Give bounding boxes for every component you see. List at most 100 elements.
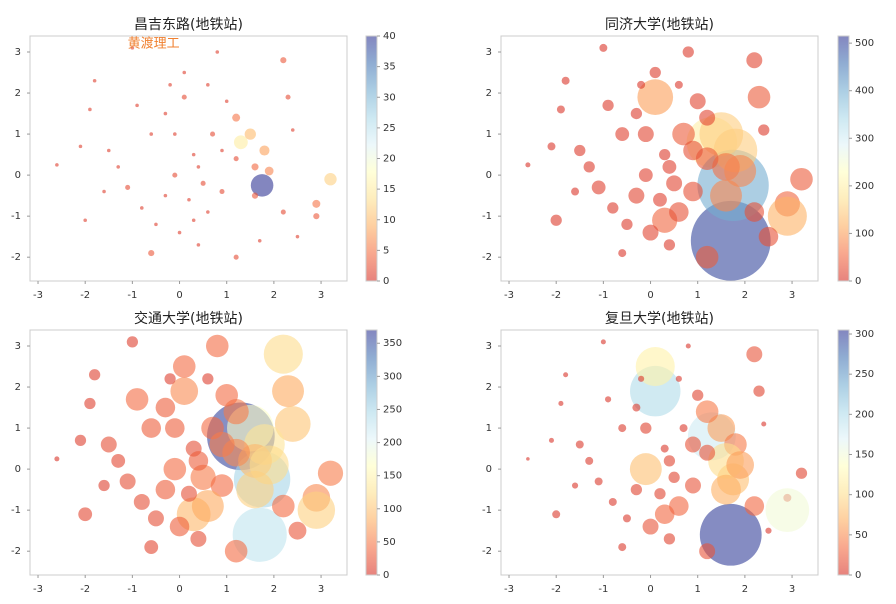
colorbar-tick-label: 0 xyxy=(383,276,389,287)
bubble xyxy=(154,222,158,227)
y-tick-label: -1 xyxy=(11,505,21,516)
x-tick-label: 0 xyxy=(176,584,182,595)
subplot-title: 复旦大学(地铁站) xyxy=(605,310,714,327)
bubble xyxy=(106,148,111,153)
colorbar-tick-label: 50 xyxy=(855,530,868,541)
colorbar-tick-label: 200 xyxy=(855,181,874,192)
bubble xyxy=(148,250,155,257)
bubble xyxy=(663,533,676,545)
x-tick-label: 2 xyxy=(742,290,748,301)
bubble xyxy=(74,434,87,447)
bubble xyxy=(236,470,274,509)
bubble xyxy=(220,148,224,153)
bubble xyxy=(191,152,196,157)
bubble xyxy=(669,496,689,516)
subplot: 昌吉东路(地铁站) -3 -2 -1 0 1 2 3 -2 -1 0 1 2 3 黄渡理工 0 5 10 15 20 2… xyxy=(11,17,396,301)
colorbar-tick-label: 40 xyxy=(383,31,396,42)
bubble xyxy=(548,437,554,443)
bubble xyxy=(250,174,274,197)
bubble xyxy=(133,493,150,510)
subplot-title: 交通大学(地铁站) xyxy=(134,310,243,327)
bubble xyxy=(312,199,321,208)
y-tick-label: 1 xyxy=(15,129,21,140)
x-tick-label: -3 xyxy=(33,290,43,301)
bubble xyxy=(190,464,216,490)
bubble xyxy=(674,80,683,89)
bubble xyxy=(571,187,580,196)
bubble xyxy=(663,239,676,251)
colorbar-tick-label: 200 xyxy=(383,438,402,449)
bubble xyxy=(177,230,182,235)
bubble xyxy=(630,483,643,496)
bubble xyxy=(84,397,96,410)
bubble xyxy=(98,479,110,492)
bubble xyxy=(155,397,176,418)
bubble xyxy=(78,144,83,149)
bubble xyxy=(182,70,187,75)
bubble xyxy=(224,99,229,104)
bubble xyxy=(726,451,754,479)
bubble xyxy=(707,414,736,442)
bubble xyxy=(141,418,162,438)
bubble xyxy=(155,479,176,500)
y-tick-label: -2 xyxy=(482,252,492,263)
bubble xyxy=(618,424,627,433)
bubble xyxy=(264,166,274,176)
bubble xyxy=(290,128,295,132)
bubble xyxy=(288,521,307,540)
bubble xyxy=(285,94,291,100)
bubble xyxy=(747,85,771,109)
bubble xyxy=(280,209,286,215)
x-tick-label: -3 xyxy=(33,584,43,595)
bubble xyxy=(251,163,259,171)
bubble xyxy=(695,400,719,423)
bubble xyxy=(602,99,614,111)
y-tick-label: 1 xyxy=(486,129,492,140)
bubble xyxy=(758,226,779,247)
bubble xyxy=(210,131,216,137)
bubble xyxy=(710,179,742,212)
bubble xyxy=(711,474,741,505)
bubble xyxy=(746,346,763,363)
bubble xyxy=(758,124,770,136)
bubble xyxy=(583,161,595,173)
bubble xyxy=(679,424,688,433)
bubble xyxy=(78,507,93,522)
bubble xyxy=(594,477,603,486)
bubble xyxy=(102,189,106,194)
bubble xyxy=(744,496,765,516)
x-tick-label: 3 xyxy=(789,584,795,595)
bubble xyxy=(638,375,645,382)
bubble xyxy=(313,213,320,220)
bubble xyxy=(699,444,716,461)
bubble xyxy=(100,436,117,453)
bubble xyxy=(561,76,570,85)
colorbar-tick-label: 25 xyxy=(383,123,396,134)
bubble xyxy=(621,218,633,231)
bubble xyxy=(765,488,810,533)
bubble xyxy=(585,456,594,465)
bubble xyxy=(126,336,139,348)
bubble xyxy=(637,79,674,115)
bubble xyxy=(659,148,671,161)
bubble xyxy=(628,187,645,204)
x-tick-label: -1 xyxy=(127,290,137,301)
y-tick-label: 0 xyxy=(15,170,21,181)
bubble xyxy=(744,202,765,222)
bubble xyxy=(695,245,719,269)
y-tick-label: 2 xyxy=(486,88,492,99)
y-tick-label: 2 xyxy=(486,382,492,393)
colorbar-tick-label: 200 xyxy=(855,409,874,420)
bubble xyxy=(689,93,706,110)
subplot: 同济大学(地铁站) -3 -2 -1 0 1 2 3 -2 -1 0 1 2 3 0 100 200 300 400… xyxy=(482,17,874,301)
bubble xyxy=(638,168,653,183)
bubble xyxy=(295,234,300,239)
bubble xyxy=(233,156,239,162)
colorbar-tick-label: 150 xyxy=(855,450,874,461)
y-tick-label: 1 xyxy=(15,423,21,434)
bubble xyxy=(662,160,677,174)
x-tick-label: -3 xyxy=(504,290,514,301)
bubble xyxy=(525,162,531,168)
x-tick-label: -1 xyxy=(598,290,608,301)
colorbar-tick-label: 0 xyxy=(855,276,861,287)
